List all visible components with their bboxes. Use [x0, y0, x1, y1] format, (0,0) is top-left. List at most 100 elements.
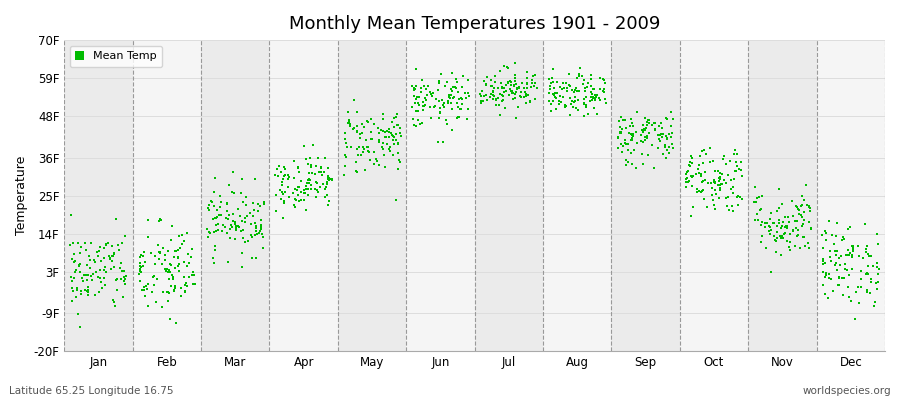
Point — [752, 193, 766, 200]
Point — [318, 186, 332, 192]
Point — [638, 134, 652, 141]
Point — [842, 272, 856, 278]
Point — [415, 76, 429, 83]
Point — [174, 293, 188, 299]
Point — [160, 269, 175, 275]
Point — [251, 208, 266, 214]
Point — [202, 206, 216, 213]
Point — [324, 176, 338, 183]
Point — [575, 73, 590, 79]
Point — [708, 179, 723, 185]
Point — [486, 89, 500, 96]
Point — [500, 65, 515, 72]
Point — [386, 134, 400, 140]
Point — [729, 151, 743, 158]
Point — [234, 228, 248, 234]
Point — [846, 245, 860, 252]
Point — [231, 205, 246, 212]
Point — [790, 206, 805, 212]
Point — [721, 172, 735, 179]
Point — [212, 212, 226, 218]
Point — [870, 231, 885, 237]
Point — [168, 283, 183, 289]
Point — [249, 223, 264, 229]
Point — [416, 102, 430, 109]
Point — [149, 298, 164, 305]
Point — [734, 158, 748, 165]
Point — [818, 228, 832, 234]
Point — [718, 195, 733, 201]
Point — [665, 145, 680, 152]
Point — [436, 100, 451, 106]
Point — [407, 85, 421, 91]
Point — [341, 119, 356, 126]
Point — [519, 92, 534, 99]
Point — [818, 272, 832, 278]
Point — [517, 84, 531, 91]
Point — [625, 119, 639, 126]
Point — [424, 115, 438, 121]
Point — [544, 100, 558, 107]
Point — [871, 241, 886, 247]
Point — [528, 79, 543, 86]
Title: Monthly Mean Temperatures 1901 - 2009: Monthly Mean Temperatures 1901 - 2009 — [289, 15, 661, 33]
Point — [93, 243, 107, 250]
Point — [803, 205, 817, 211]
Point — [648, 120, 662, 126]
Point — [729, 163, 743, 169]
Point — [230, 224, 244, 231]
Point — [310, 179, 324, 186]
Point — [582, 98, 597, 104]
Point — [615, 126, 629, 133]
Point — [355, 121, 369, 128]
Point — [383, 130, 398, 136]
Point — [91, 252, 105, 259]
Point — [659, 155, 673, 161]
Point — [684, 183, 698, 189]
Point — [735, 173, 750, 180]
Point — [375, 144, 390, 150]
Point — [386, 133, 400, 139]
Point — [391, 122, 405, 128]
Point — [233, 213, 248, 220]
Point — [375, 146, 390, 152]
Point — [860, 270, 874, 277]
Point — [778, 214, 792, 221]
Point — [795, 193, 809, 199]
Point — [506, 90, 520, 96]
Point — [88, 292, 103, 299]
Point — [136, 253, 150, 260]
Point — [274, 168, 289, 175]
Point — [762, 223, 777, 230]
Point — [425, 93, 439, 100]
Point — [152, 248, 166, 255]
Point — [731, 193, 745, 199]
Point — [679, 179, 693, 185]
Point — [491, 94, 505, 101]
Point — [644, 122, 659, 128]
Point — [133, 268, 148, 274]
Bar — [474, 40, 543, 351]
Point — [357, 123, 372, 130]
Point — [151, 218, 166, 224]
Point — [436, 102, 450, 108]
Point — [836, 234, 850, 240]
Point — [246, 200, 260, 206]
Point — [613, 130, 627, 136]
Point — [209, 222, 223, 228]
Point — [349, 128, 364, 135]
Point — [479, 92, 493, 98]
Point — [450, 104, 464, 111]
Point — [248, 228, 263, 234]
Point — [91, 274, 105, 280]
Point — [616, 143, 631, 149]
Point — [556, 94, 571, 100]
Point — [292, 184, 307, 190]
Point — [772, 217, 787, 223]
Point — [571, 107, 585, 113]
Point — [871, 271, 886, 277]
Point — [707, 177, 722, 183]
Point — [353, 131, 367, 138]
Point — [107, 250, 122, 257]
Point — [627, 147, 642, 154]
